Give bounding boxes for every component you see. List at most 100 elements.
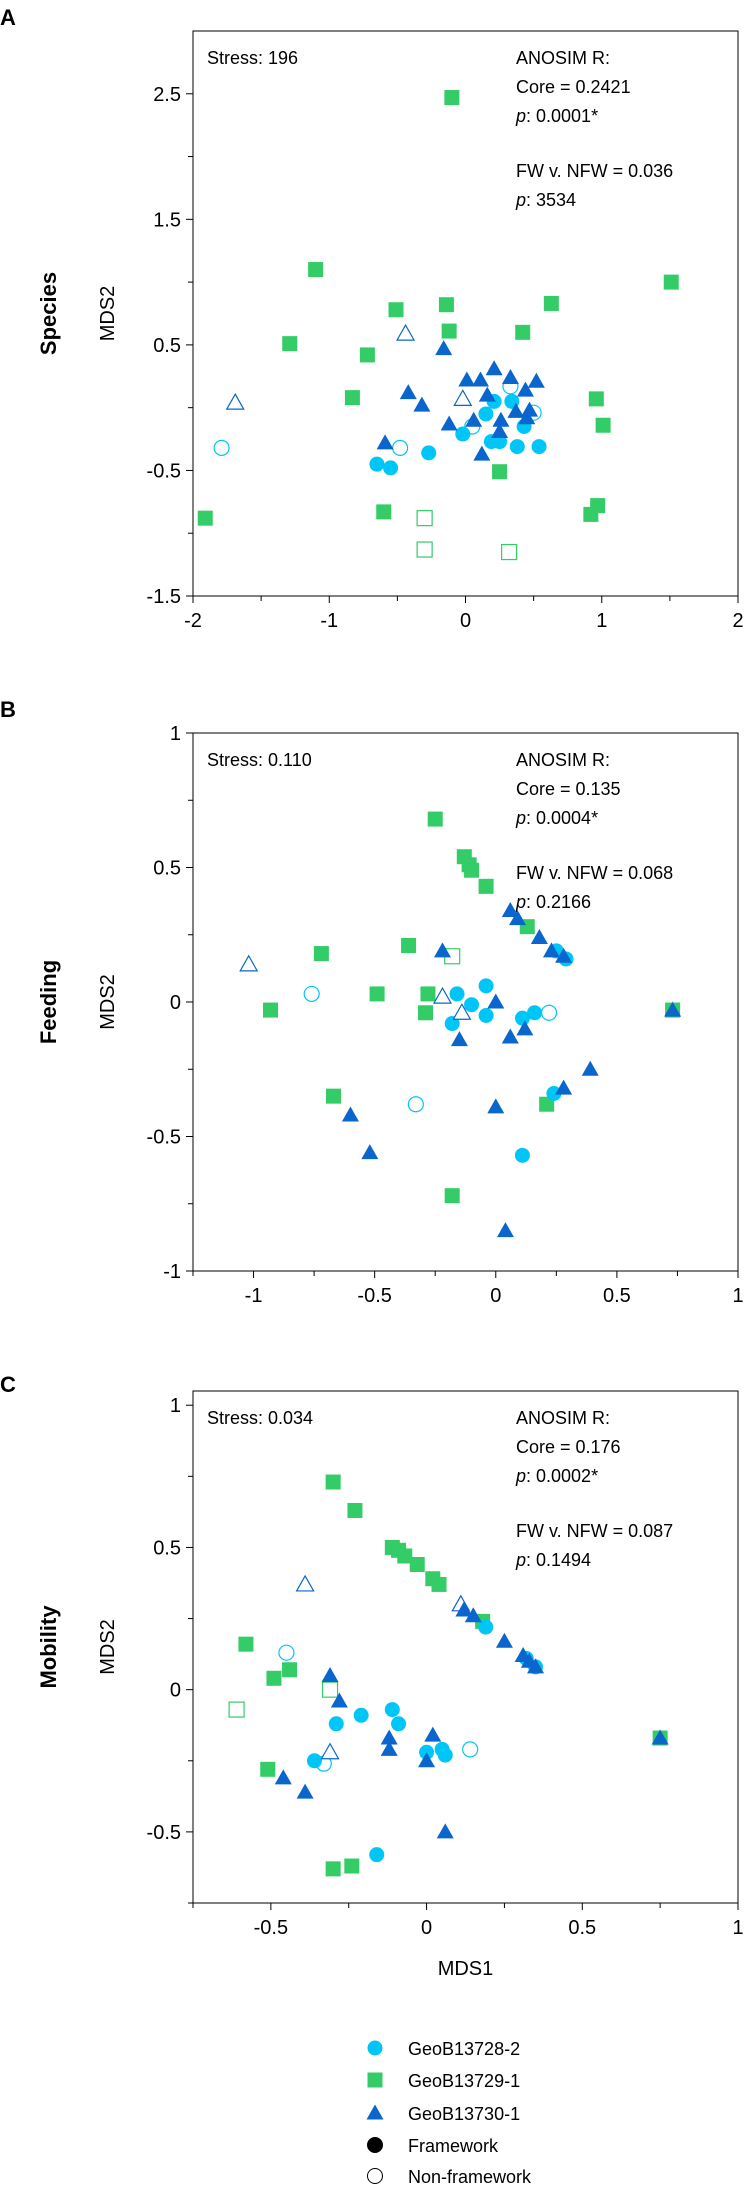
data-point-framework [418,1005,434,1021]
data-point-non-framework [239,954,259,972]
data-point-framework [282,336,298,352]
data-point-non-framework [416,541,433,558]
y-axis-label: MDS2 [97,1619,119,1675]
data-point-framework [492,464,508,480]
x-tick-label: -0.5 [357,1285,391,1307]
data-point-framework [433,942,451,958]
data-point-framework [509,910,527,926]
data-point-non-framework [453,389,473,406]
data-point-framework [369,456,385,472]
data-point-framework [437,1747,453,1763]
data-point-framework [388,302,404,318]
data-point-framework [380,1740,398,1756]
data-point-framework [664,1001,682,1017]
y-tick-label: 1.5 [153,209,181,231]
data-point-framework [435,340,453,356]
data-point-non-framework [540,1004,558,1021]
legend-marker-circle [367,2040,383,2056]
data-point-framework [424,1726,442,1742]
x-tick-label: -2 [184,610,202,632]
data-point-framework [260,1761,276,1777]
p-label: p [515,808,526,828]
data-point-framework [313,946,329,962]
panel-title: Species [36,272,61,355]
data-point-framework [197,510,213,526]
data-point-framework [436,1823,454,1839]
panel-title: Feeding [36,960,61,1044]
data-point-framework [478,1007,494,1023]
legend: GeoB13728-2 GeoB13729-1 GeoB13730-1 Framewo… [366,2039,532,2187]
data-point-framework [501,902,519,918]
data-point-framework [455,1601,473,1617]
anosim-core-p: p: 0.0001* [515,106,598,126]
data-point-framework [431,1576,447,1592]
series-geob13728-2 [278,1619,544,1863]
data-point-framework [527,1005,543,1021]
data-point-non-framework [303,985,320,1003]
data-point-non-framework [416,510,433,527]
data-point-framework [391,1716,407,1732]
data-point-framework [321,1666,339,1682]
anosim-core: Core = 0.135 [516,779,621,799]
data-point-framework [450,1031,468,1047]
x-tick-label: 2 [732,610,743,632]
anosim-core-p: p: 0.0004* [515,808,598,828]
data-point-framework [359,347,375,363]
data-point-framework [539,1096,555,1112]
data-point-framework [527,1658,545,1674]
data-point-framework [401,938,417,954]
data-point-non-framework [432,986,453,1004]
data-point-framework [444,1188,460,1204]
data-point-framework [341,1106,359,1122]
p-label: p [515,892,526,912]
y-tick-label: 1 [170,1395,181,1417]
data-point-framework [581,1060,599,1076]
y-axis-label: MDS2 [97,974,119,1030]
data-point-framework [543,295,559,311]
data-point-framework [369,1847,385,1863]
data-point-framework [440,415,458,431]
anosim-fw: FW v. NFW = 0.036 [516,161,673,181]
data-point-framework [531,439,547,455]
data-point-framework [501,369,519,385]
data-point-framework [464,997,480,1013]
data-point-framework [369,986,385,1002]
data-point-non-framework [278,1644,295,1661]
data-point-framework [296,1783,314,1799]
series-geob13729-1 [197,90,679,561]
series-geob13730-1 [274,1574,669,1839]
data-point-framework [464,1607,482,1623]
data-point-framework [420,986,436,1002]
data-point-framework [509,439,525,455]
data-point-framework [376,434,394,450]
y-tick-label: 0.5 [153,335,181,357]
data-point-framework [485,360,503,376]
x-tick-label: -0.5 [254,1917,288,1939]
stress-label: Stress: 196 [207,48,298,68]
data-point-framework [527,372,545,388]
data-point-framework [471,371,489,387]
data-point-non-framework [462,1741,479,1758]
data-point-framework [344,390,360,406]
panel-label: A [0,5,16,30]
y-tick-label: 0.5 [153,858,181,880]
data-point-framework [515,324,531,340]
data-point-framework [487,1098,505,1114]
data-point-non-framework [396,323,416,341]
x-tick-label: 0.5 [603,1285,631,1307]
data-point-non-framework [392,439,409,456]
legend-marker-open [367,2168,383,2184]
series-geob13729-1 [263,811,681,1204]
data-point-framework [353,1707,369,1723]
data-point-non-framework [213,439,230,456]
data-point-framework [308,262,324,278]
p-value: : 0.1494 [526,1550,591,1570]
y-tick-label: 0.5 [153,1537,181,1559]
anosim-fw: FW v. NFW = 0.087 [516,1521,673,1541]
legend-marker-filled [367,2137,383,2153]
data-point-framework [444,90,460,106]
data-point-framework [458,371,476,387]
data-point-framework [542,942,560,958]
anosim-title: ANOSIM R: [516,750,610,770]
